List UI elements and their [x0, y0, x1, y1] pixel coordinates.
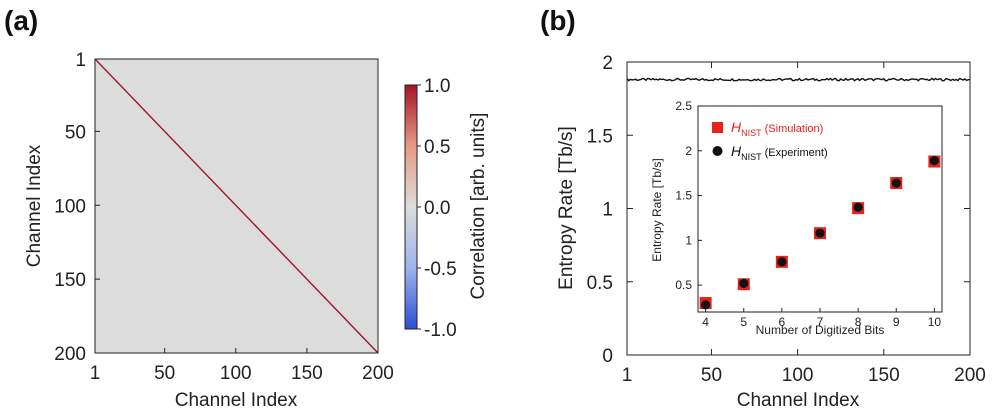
inset-x-ticks: 4 5 6 7 8 9 10 [702, 308, 941, 329]
inset-experiment-point [929, 156, 939, 166]
heatmap-x-ticks: 1 50 100 150 200 [90, 348, 394, 384]
heatmap-y-tick-label: 150 [54, 270, 86, 291]
line-chart-y-ticks: 0 0.5 1 1.5 2 [587, 53, 970, 367]
heatmap-x-tick-label: 50 [154, 363, 175, 384]
colorbar-tick-label: 0.5 [424, 137, 450, 158]
inset-y-ticks: 0.5 1 1.5 2 2.5 [675, 99, 702, 292]
inset-experiment-point [739, 278, 749, 288]
line-chart-x-tick-label: 200 [954, 365, 986, 386]
inset-y-axis-label: Entropy Rate [Tb/s] [650, 158, 664, 261]
legend-exp-sub: NIST [741, 152, 762, 162]
heatmap-y-tick-label: 200 [54, 344, 86, 365]
colorbar [404, 84, 418, 330]
heatmap-x-tick-label: 100 [220, 363, 252, 384]
panel-label-a: (a) [4, 5, 38, 36]
inset-x-tick-label: 5 [740, 315, 747, 329]
line-chart-x-tick-label: 50 [701, 365, 722, 386]
heatmap-diagonal [94, 58, 379, 354]
inset-experiment-point [853, 202, 863, 212]
inset-x-axis-label: Number of Digitized Bits [756, 323, 885, 337]
inset-scatter: 4 5 6 7 8 9 10 0.5 1 1.5 2 2.5 Number of Digitized… [650, 99, 943, 337]
inset-x-tick-label: 7 [817, 315, 824, 329]
heatmap-x-tick-label: 150 [291, 363, 323, 384]
line-chart-y-tick-label: 0.5 [587, 273, 613, 294]
inset-y-tick-label: 1.5 [675, 189, 692, 203]
inset-points [699, 155, 941, 310]
line-chart-x-axis-label: Channel Index [737, 390, 860, 411]
heatmap-y-axis-label: Channel Index [24, 144, 45, 267]
inset-y-tick-label: 2 [685, 144, 692, 158]
line-chart-x-tick-label: 100 [782, 365, 814, 386]
inset-x-tick-label: 4 [702, 315, 709, 329]
legend-marker-simulation [712, 122, 723, 133]
legend-sim-sub: NIST [741, 128, 762, 138]
heatmap-x-tick-label: 1 [90, 363, 101, 384]
inset-experiment-point [777, 257, 787, 267]
line-chart-x-ticks: 1 50 100 150 200 [622, 62, 986, 386]
inset-legend: HNIST (Simulation) HNIST (Experiment) [712, 119, 828, 162]
legend-entry-experiment: HNIST (Experiment) [731, 143, 828, 162]
inset-x-tick-label: 9 [893, 315, 900, 329]
colorbar-label: Correlation [arb. units] [468, 113, 489, 300]
line-chart-y-tick-label: 2 [602, 53, 613, 74]
heatmap-y-tick-label: 50 [65, 122, 86, 143]
colorbar-tick-label: 0.0 [424, 198, 450, 219]
inset-x-tick-label: 10 [928, 315, 942, 329]
heatmap-x-axis-label: Channel Index [175, 390, 298, 411]
colorbar-tick-label: -0.5 [424, 259, 457, 280]
colorbar-tick-label: 1.0 [424, 76, 450, 97]
inset-y-tick-label: 2.5 [675, 99, 692, 113]
legend-sim-main: H [731, 119, 742, 135]
heatmap-x-tick-label: 200 [362, 363, 394, 384]
inset-x-tick-label: 6 [779, 315, 786, 329]
inset-y-tick-label: 1 [685, 233, 692, 247]
line-chart-y-tick-label: 0 [602, 346, 613, 367]
line-chart-y-tick-label: 1.5 [587, 126, 613, 147]
inset-x-tick-label: 8 [855, 315, 862, 329]
inset-y-tick-label: 0.5 [675, 278, 692, 292]
line-chart-panel: 1 50 100 150 200 00.511.52 Channel Index Ent… [556, 53, 986, 411]
panel-label-b: (b) [540, 5, 576, 36]
inset-experiment-point [701, 300, 711, 310]
colorbar-tick-label: -1.0 [424, 320, 457, 341]
legend-exp-note: (Experiment) [765, 147, 828, 159]
entropy-rate-line [626, 77, 971, 82]
inset-plot-area [697, 105, 943, 313]
legend-sim-note: (Simulation) [765, 123, 824, 135]
legend-marker-experiment [712, 146, 723, 156]
colorbar-ticks: 1.0 0.5 0.0 -0.5 -1.0 [417, 76, 457, 341]
inset-experiment-point [891, 178, 901, 188]
legend-entry-simulation: HNIST (Simulation) [731, 119, 823, 138]
inset-experiment-point [815, 228, 825, 238]
line-chart-x-tick-label: 1 [622, 365, 633, 386]
heatmap-y-tick-label: 100 [54, 196, 86, 217]
line-chart-y-axis-label: Entropy Rate [Tb/s] [556, 126, 577, 290]
line-chart-y-tick-label: 1 [602, 200, 613, 221]
legend-exp-main: H [731, 143, 742, 159]
line-chart-x-tick-label: 150 [868, 365, 900, 386]
heatmap-y-tick-label: 1 [75, 50, 86, 71]
